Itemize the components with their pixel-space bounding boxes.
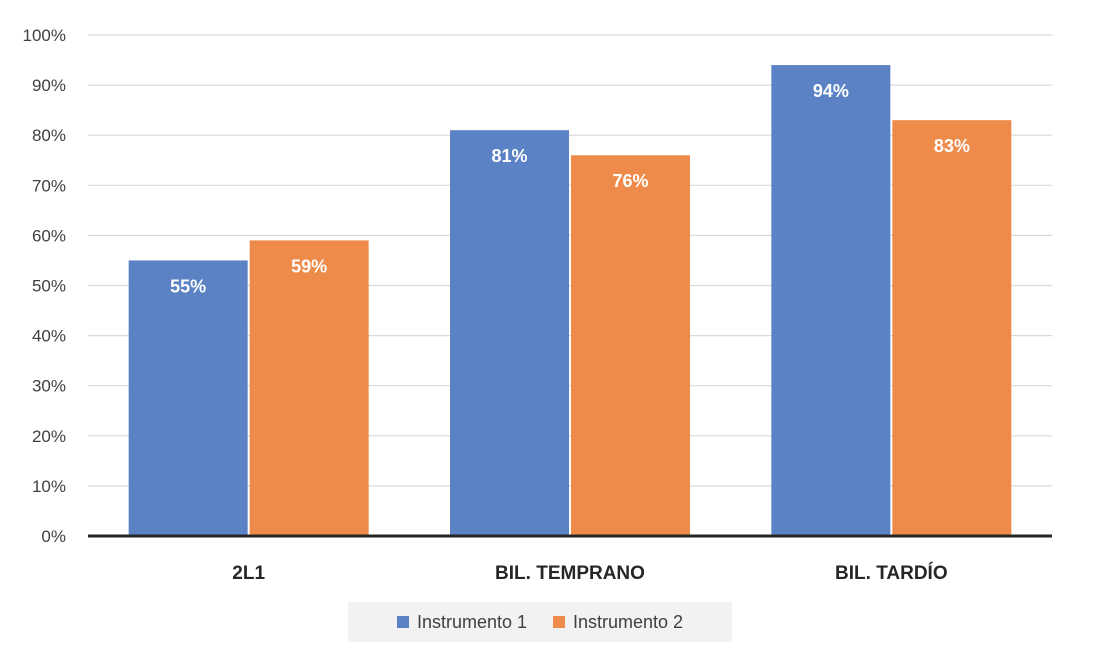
bar-series-1 xyxy=(771,65,891,536)
y-tick-label: 30% xyxy=(32,377,66,396)
data-label: 94% xyxy=(813,81,849,101)
y-axis-ticks: 0% 10% 20% 30% 40% 50% 60% 70% 80% 90% 100% xyxy=(23,26,66,546)
y-tick-label: 70% xyxy=(32,176,66,195)
y-tick-label: 100% xyxy=(23,26,66,45)
legend-label-series-1: Instrumento 1 xyxy=(416,611,527,632)
bar-series-2 xyxy=(571,155,690,537)
y-tick-label: 40% xyxy=(32,327,66,346)
y-tick-label: 20% xyxy=(32,427,66,446)
legend: Instrumento 1 Instrumento 2 xyxy=(348,602,732,642)
y-tick-label: 60% xyxy=(32,226,66,245)
x-category-label: BIL. TARDÍO xyxy=(835,562,948,584)
bar-series-2 xyxy=(892,120,1012,537)
y-tick-label: 80% xyxy=(32,126,66,145)
legend-item-series-1: Instrumento 1 xyxy=(396,611,527,633)
legend-item-series-2: Instrumento 2 xyxy=(553,612,683,633)
y-tick-label: 50% xyxy=(32,277,66,296)
data-label: 55% xyxy=(170,276,206,296)
bar-series-1 xyxy=(450,130,569,536)
y-tick-label: 0% xyxy=(41,527,66,546)
y-tick-label: 90% xyxy=(32,76,66,95)
y-tick-label: 10% xyxy=(32,477,66,496)
data-label: 59% xyxy=(291,256,327,276)
x-category-label: BIL. TEMPRANO xyxy=(495,563,645,584)
gridlines xyxy=(88,34,1052,487)
bar-chart: 0% 10% 20% 30% 40% 50% 60% 70% 80% 90% 100% 55% 59%… xyxy=(23,26,1052,584)
data-label: 81% xyxy=(491,146,527,166)
data-labels: 55% 59% 81% 76% 94% 83% xyxy=(170,81,970,296)
data-label: 76% xyxy=(612,171,648,191)
bar-series-2 xyxy=(249,240,369,536)
x-category-label: 2L1 xyxy=(232,563,265,584)
legend-label-series-2: Instrumento 2 xyxy=(573,611,684,632)
data-label: 83% xyxy=(934,136,970,156)
bars xyxy=(128,65,1012,537)
legend-swatch-series-2 xyxy=(553,616,565,628)
x-axis-categories: 2L1 BIL. TEMPRANO BIL. TARDÍO xyxy=(232,562,947,584)
legend-swatch-series-1 xyxy=(396,616,409,628)
bar-series-1 xyxy=(128,260,248,536)
